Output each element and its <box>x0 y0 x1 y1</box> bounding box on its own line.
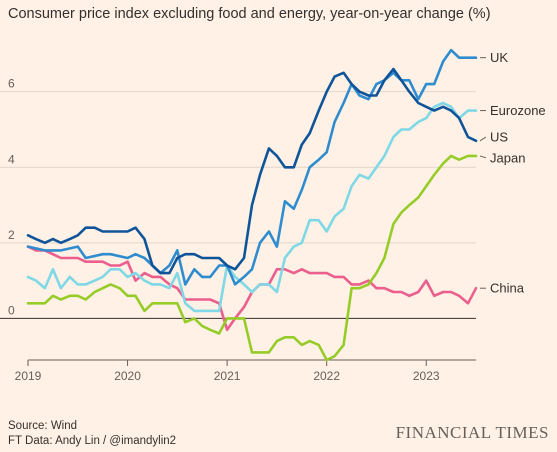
x-tick-label: 2022 <box>313 369 340 383</box>
label-leader-japan <box>479 155 487 159</box>
series-line-china <box>26 245 478 332</box>
y-tick-label: 6 <box>8 77 15 91</box>
label-leader-us <box>479 136 487 142</box>
series-label-uk: UK <box>490 50 508 65</box>
y-tick-label: 4 <box>8 152 15 166</box>
x-tick-label: 2021 <box>214 369 241 383</box>
x-tick-label: 2019 <box>15 369 42 383</box>
chart-title: Consumer price index excluding food and … <box>8 6 491 22</box>
series-line-eurozone <box>26 101 478 313</box>
series-label-eurozone: Eurozone <box>490 103 546 118</box>
series-line-japan <box>26 154 478 362</box>
credit-note: FT Data: Andy Lin / @imandylin2 <box>8 435 177 447</box>
source-note: Source: Wind <box>8 420 78 432</box>
series-label-us: US <box>490 130 508 145</box>
ft-logo: FINANCIAL TIMES <box>395 423 549 442</box>
y-tick-label: 0 <box>8 303 15 317</box>
y-tick-label: 2 <box>8 228 15 242</box>
x-tick-label: 2023 <box>413 369 440 383</box>
series-label-china: China <box>490 281 525 296</box>
x-tick-label: 2020 <box>114 369 141 383</box>
series-label-japan: Japan <box>490 150 525 165</box>
series-line-us <box>26 67 478 275</box>
